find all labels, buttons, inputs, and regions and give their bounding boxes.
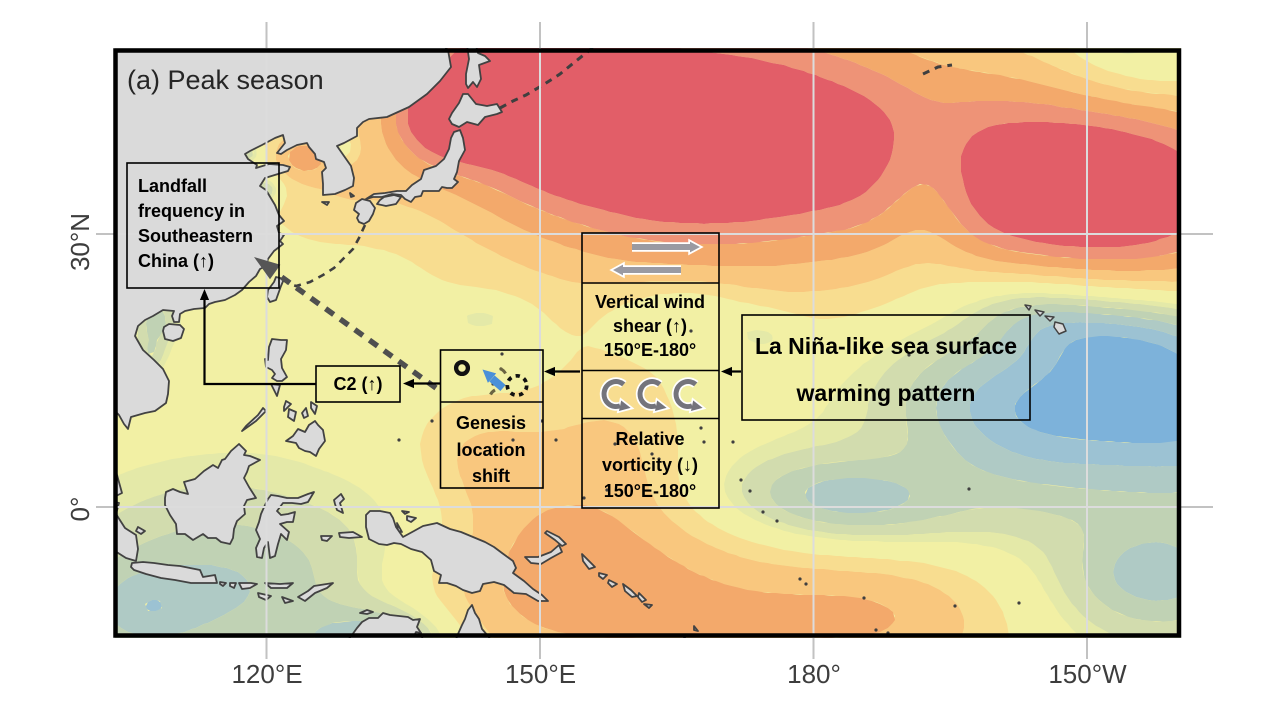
svg-text:C2 (↑): C2 (↑) xyxy=(334,374,383,394)
svg-text:Relative: Relative xyxy=(615,429,684,449)
svg-text:150°E-180°: 150°E-180° xyxy=(604,340,696,360)
svg-text:0°: 0° xyxy=(65,497,95,522)
svg-text:150°E: 150°E xyxy=(505,659,576,689)
svg-text:warming pattern: warming pattern xyxy=(796,380,976,406)
svg-text:30°N: 30°N xyxy=(65,213,95,271)
svg-text:frequency in: frequency in xyxy=(138,201,245,221)
svg-text:150°W: 150°W xyxy=(1048,659,1127,689)
svg-text:shear (↑): shear (↑) xyxy=(613,316,687,336)
svg-text:Landfall: Landfall xyxy=(138,176,207,196)
svg-text:120°E: 120°E xyxy=(231,659,302,689)
svg-text:(a) Peak season: (a) Peak season xyxy=(127,65,324,95)
svg-text:Genesis: Genesis xyxy=(456,413,526,433)
svg-text:China (↑): China (↑) xyxy=(138,251,214,271)
svg-text:vorticity (↓): vorticity (↓) xyxy=(602,455,698,475)
svg-text:180°: 180° xyxy=(787,659,841,689)
svg-text:150°E-180°: 150°E-180° xyxy=(604,481,696,501)
svg-text:shift: shift xyxy=(472,466,510,486)
svg-text:Vertical wind: Vertical wind xyxy=(595,292,705,312)
svg-text:location: location xyxy=(456,440,525,460)
svg-text:Southeastern: Southeastern xyxy=(138,226,253,246)
svg-text:La Niña-like sea surface: La Niña-like sea surface xyxy=(755,333,1017,359)
